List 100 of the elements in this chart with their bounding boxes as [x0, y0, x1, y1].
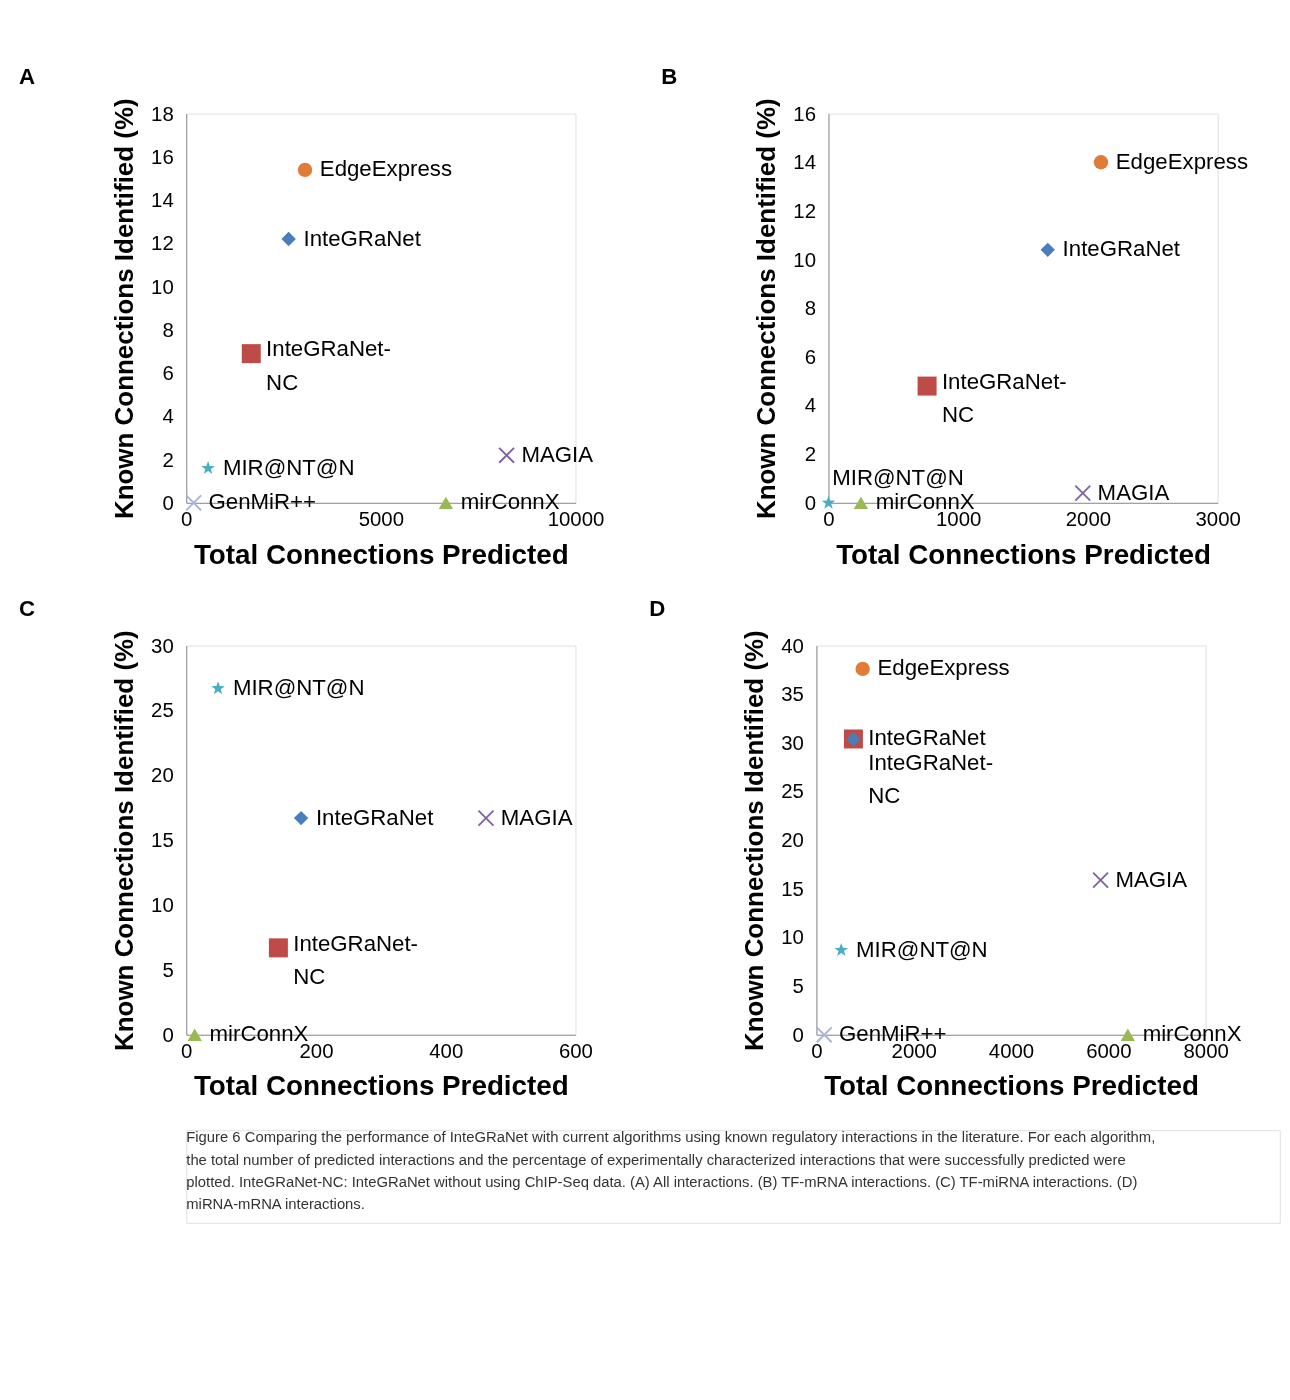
point [834, 942, 849, 956]
y-axis-title: Known Connections Identified (%) [739, 630, 768, 1052]
x-tick-label: 3000 [1195, 508, 1241, 531]
x-tick-label: 400 [429, 1040, 464, 1063]
y-tick-label: 2 [804, 443, 816, 466]
x-tick-label: 5000 [358, 508, 405, 531]
y-tick-label: 12 [793, 199, 816, 222]
chart-title: D [649, 595, 666, 621]
point [293, 810, 309, 826]
point [855, 661, 870, 677]
point [821, 495, 836, 509]
series-label: MIR@NT@N [232, 674, 365, 700]
x-axis-title: Total Connections Predicted [836, 538, 1211, 570]
series-label: InteGRaNet-NC [941, 368, 1067, 428]
caption: Figure 6 Comparing the performance of InteGRaNet with current algorithms using known regulatory interactions in the literature. For each algorithm, the total number of predicted interactions and the percentage of experimentally characterized interactions that were successfully predicted were plotted. InteGRaNet-NC: InteGRaNet without using ChIP-Seq data. (A) All interactions. (B) TF-mRNA interactions. (C) TF-miRNA interactions. (D) miRNA-mRNA interactions. [186, 1129, 1156, 1213]
y-axis-title: Known Connections Identified (%) [751, 98, 780, 520]
point [438, 496, 454, 510]
y-tick-label: 30 [781, 731, 804, 754]
y-tick-label: 16 [151, 145, 174, 168]
point [297, 162, 313, 178]
y-tick-label: 10 [151, 893, 174, 916]
y-tick-label: 6 [162, 362, 174, 385]
y-tick-label: 6 [804, 345, 816, 368]
y-tick-label: 18 [151, 102, 174, 125]
y-tick-label: 0 [162, 491, 174, 514]
x-tick-label: 0 [181, 1040, 193, 1063]
point [498, 446, 515, 464]
series-label: MIR@NT@N [222, 454, 355, 480]
y-tick-label: 8 [162, 318, 174, 341]
y-tick-label: 25 [781, 780, 804, 803]
series-label: InteGRaNet-NC [868, 749, 994, 808]
y-tick-label: 20 [151, 764, 174, 787]
series-label: MAGIA [500, 804, 573, 830]
point [185, 494, 203, 512]
point [241, 344, 261, 364]
y-tick-label: 0 [792, 1023, 804, 1046]
point [1093, 155, 1109, 170]
series-label: InteGRaNet-NC [293, 930, 419, 989]
y-tick-label: 35 [781, 683, 804, 706]
point [815, 1026, 833, 1044]
y-tick-label: 2 [162, 448, 174, 471]
y-tick-label: 15 [151, 829, 174, 852]
series-label: MAGIA [1097, 479, 1170, 505]
series-label: InteGRaNet [1062, 236, 1181, 262]
y-tick-label: 12 [151, 232, 174, 255]
series-label: InteGRaNet [303, 225, 422, 251]
y-axis-title: Known Connections Identified (%) [109, 98, 138, 520]
x-tick-label: 600 [558, 1040, 593, 1063]
x-axis-title: Total Connections Predicted [824, 1070, 1199, 1102]
y-tick-label: 30 [151, 634, 174, 657]
y-tick-label: 14 [151, 189, 174, 212]
x-tick-label: 0 [823, 508, 835, 531]
y-tick-label: 16 [793, 102, 816, 125]
chart-title: C [19, 595, 36, 621]
y-axis-title: Known Connections Identified (%) [109, 630, 138, 1052]
x-tick-label: 2000 [1065, 508, 1112, 531]
y-tick-label: 15 [781, 877, 804, 900]
series-label: InteGRaNet [868, 725, 987, 751]
y-tick-label: 20 [781, 829, 804, 852]
x-tick-label: 4000 [988, 1040, 1035, 1063]
chart-title: A [19, 63, 36, 89]
point [187, 1028, 202, 1041]
series-label: InteGRaNet-NC [266, 336, 391, 395]
y-tick-label: 5 [792, 975, 804, 998]
point [1040, 242, 1055, 258]
series-label: MAGIA [521, 441, 594, 467]
point [477, 809, 495, 827]
point [1092, 871, 1109, 889]
y-tick-label: 10 [151, 275, 174, 298]
point [268, 938, 288, 958]
point [211, 681, 225, 695]
y-tick-label: 10 [793, 248, 816, 271]
x-tick-label: 6000 [1086, 1040, 1132, 1063]
series-label: EdgeExpress [319, 156, 453, 182]
series-label: InteGRaNet [315, 804, 435, 830]
chart-title: B [661, 63, 678, 89]
point [1120, 1028, 1135, 1041]
series-label: MIR@NT@N [832, 465, 964, 491]
y-tick-label: 25 [151, 699, 174, 722]
point [853, 496, 869, 510]
series-label: MAGIA [1115, 866, 1188, 892]
series-label: EdgeExpress [1115, 148, 1249, 174]
x-tick-label: 0 [181, 508, 193, 531]
point [201, 461, 215, 475]
x-axis-title: Total Connections Predicted [193, 538, 569, 570]
point [1074, 484, 1092, 502]
point [917, 376, 937, 396]
series-label: MIR@NT@N [856, 936, 988, 962]
y-tick-label: 0 [804, 491, 816, 514]
y-tick-label: 5 [162, 958, 174, 981]
y-tick-label: 4 [804, 394, 816, 417]
series-label: EdgeExpress [877, 655, 1010, 681]
x-axis-title: Total Connections Predicted [193, 1070, 569, 1102]
y-tick-label: 0 [162, 1023, 174, 1046]
y-tick-label: 10 [781, 926, 804, 949]
y-tick-label: 14 [793, 151, 816, 174]
y-tick-label: 4 [162, 405, 174, 428]
series-label: GenMiR++ [208, 489, 317, 515]
point [281, 231, 296, 247]
y-tick-label: 40 [781, 634, 804, 657]
